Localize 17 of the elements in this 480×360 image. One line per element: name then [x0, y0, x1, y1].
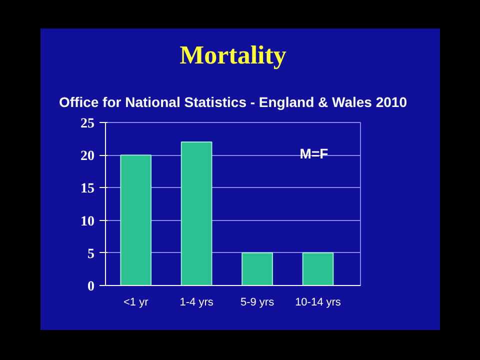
- chart-subtitle: Office for National Statistics - England & Wales 2010: [58, 94, 408, 110]
- bar: [242, 252, 273, 286]
- x-tick-label: 5-9 yrs: [240, 296, 275, 308]
- bar: [120, 154, 152, 286]
- x-tick-label: 10-14 yrs: [295, 296, 342, 308]
- y-tick-label: 0: [88, 280, 94, 294]
- y-tick-label: 15: [80, 182, 94, 197]
- y-tick-label: 20: [80, 149, 94, 164]
- chart-title: Mortality: [180, 40, 286, 70]
- bar: [180, 142, 212, 286]
- bar: [302, 252, 334, 286]
- annotation: M=F: [300, 146, 329, 162]
- y-tick-label: 25: [80, 116, 94, 132]
- y-tick-label: 10: [80, 214, 94, 230]
- y-tick-label: 5: [88, 246, 94, 262]
- x-tick-label: <1 yr: [123, 296, 149, 308]
- x-tick-label: 1-4 yrs: [180, 296, 214, 308]
